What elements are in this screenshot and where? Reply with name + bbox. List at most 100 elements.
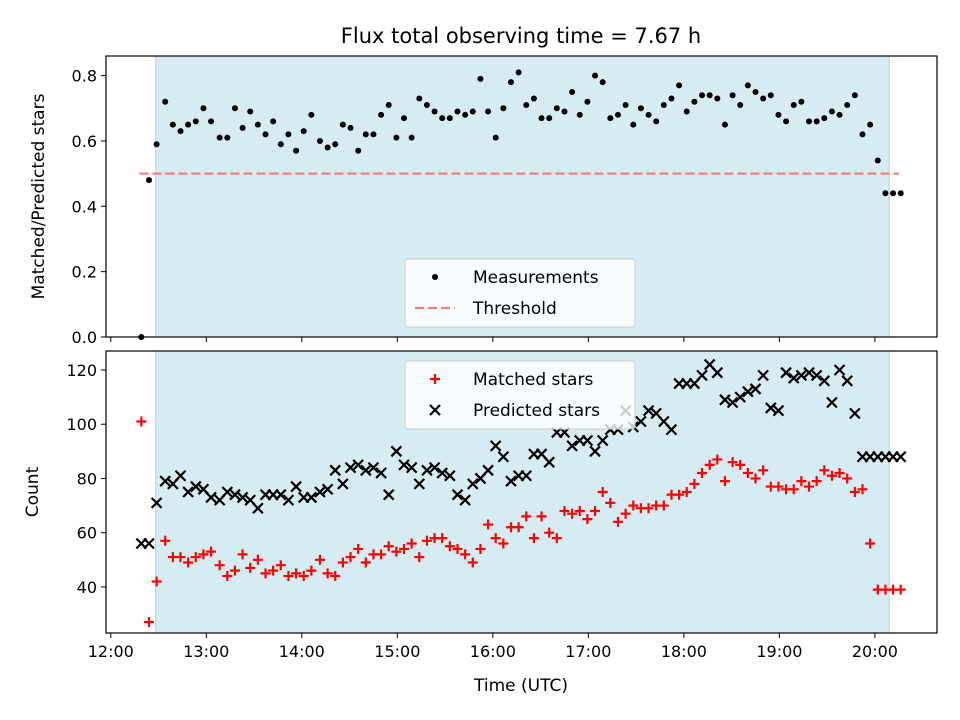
predicted-star-point xyxy=(818,375,831,387)
measurement-point xyxy=(767,92,774,99)
matched-star-point xyxy=(460,549,471,560)
y-tick-label: 0.4 xyxy=(72,197,97,216)
matched-star-point xyxy=(268,565,279,576)
measurement-point xyxy=(813,118,820,125)
predicted-star-point xyxy=(344,461,357,474)
predicted-star-point xyxy=(143,537,155,550)
legend-label: Predicted stars xyxy=(473,401,600,421)
measurement-point xyxy=(239,124,246,131)
measurement-point xyxy=(347,124,354,131)
matched-star-point xyxy=(567,508,578,519)
legend-measurement-swatch xyxy=(432,274,438,280)
measurement-point xyxy=(783,118,790,125)
matched-star-point xyxy=(849,487,860,497)
measurement-point xyxy=(607,115,614,122)
predicted-star-point xyxy=(382,488,395,501)
measurement-point xyxy=(691,98,698,105)
measurement-point xyxy=(553,105,560,112)
predicted-star-point xyxy=(505,475,517,487)
matched-star-point xyxy=(337,557,348,568)
measurement-point xyxy=(897,190,904,197)
axes-frame xyxy=(105,350,938,634)
y-tick-label: 0.6 xyxy=(72,132,97,151)
predicted-star-point xyxy=(329,464,342,477)
measurement-point xyxy=(806,118,813,125)
matched-star-point xyxy=(590,505,601,516)
predicted-star-point xyxy=(719,394,731,406)
predicted-star-point xyxy=(375,467,387,479)
measurement-point xyxy=(576,111,583,118)
predicted-star-point xyxy=(428,461,441,474)
matched-star-point xyxy=(490,533,501,544)
measurement-point xyxy=(308,111,315,118)
measurement-point xyxy=(844,102,851,109)
predicted-star-point xyxy=(229,488,241,501)
measurement-point xyxy=(216,134,223,141)
measurement-point xyxy=(614,111,621,118)
matched-star-point xyxy=(758,465,769,476)
measurement-point xyxy=(546,115,553,122)
matched-star-point xyxy=(551,533,562,544)
measurement-point xyxy=(569,88,576,95)
matched-star-point xyxy=(620,508,631,519)
measurement-point xyxy=(355,147,362,154)
matched-star-point xyxy=(399,543,410,554)
matched-star-point xyxy=(643,503,654,514)
measurement-point xyxy=(584,98,591,105)
legend-label: Matched stars xyxy=(473,370,593,390)
measurement-point xyxy=(699,92,706,99)
y-tick-label: 80 xyxy=(77,469,97,488)
matched-star-point xyxy=(136,416,147,427)
matched-star-point xyxy=(421,535,432,546)
x-tick-label: 14:00 xyxy=(279,642,325,661)
predicted-star-point xyxy=(314,486,326,498)
predicted-star-point xyxy=(252,502,264,515)
legend: Measurements Threshold xyxy=(404,258,636,328)
matched-star-point xyxy=(383,541,394,552)
predicted-star-point xyxy=(321,483,334,496)
matched-star-point xyxy=(151,576,162,587)
matched-star-point xyxy=(260,568,271,579)
predicted-star-point xyxy=(826,396,838,409)
matched-star-point xyxy=(291,568,302,579)
predicted-star-point xyxy=(757,369,769,382)
matched-star-point xyxy=(345,552,356,563)
matched-star-point xyxy=(222,571,233,582)
measurement-point xyxy=(859,131,866,138)
matched-star-point xyxy=(628,500,639,511)
measurement-point xyxy=(370,131,377,138)
measurement-point xyxy=(169,121,176,128)
measurement-point xyxy=(339,121,346,128)
predicted-star-point xyxy=(467,478,479,490)
matched-star-point xyxy=(376,549,387,560)
matched-star-point xyxy=(689,478,700,489)
measurement-point xyxy=(668,95,675,102)
measurement-point xyxy=(882,190,889,197)
measurement-point xyxy=(224,134,231,141)
predicted-star-point xyxy=(841,375,853,387)
predicted-star-point xyxy=(205,491,217,504)
matched-star-point xyxy=(437,533,448,544)
matched-star-point xyxy=(719,476,730,487)
measurement-point xyxy=(867,121,874,128)
matched-star-point xyxy=(712,454,723,465)
legend: Matched stars Predicted stars xyxy=(404,360,636,430)
legend-matched-swatch xyxy=(430,374,440,384)
measurement-point xyxy=(790,102,797,109)
predicted-star-point xyxy=(405,461,418,474)
predicted-star-point xyxy=(221,486,234,498)
x-axis-label: Time (UTC) xyxy=(473,676,568,696)
matched-star-point xyxy=(865,538,876,549)
measurement-point xyxy=(500,105,507,112)
predicted-star-point xyxy=(413,478,426,490)
measurement-point xyxy=(469,108,476,115)
measurement-point xyxy=(254,121,261,128)
matched-star-point xyxy=(275,560,286,571)
measurement-point xyxy=(515,69,522,76)
matched-star-point xyxy=(298,571,309,582)
predicted-star-point xyxy=(190,480,202,493)
matched-star-point xyxy=(727,457,738,468)
matched-star-point xyxy=(796,476,807,487)
matched-star-point xyxy=(245,562,256,573)
predicted-star-point xyxy=(749,383,762,395)
